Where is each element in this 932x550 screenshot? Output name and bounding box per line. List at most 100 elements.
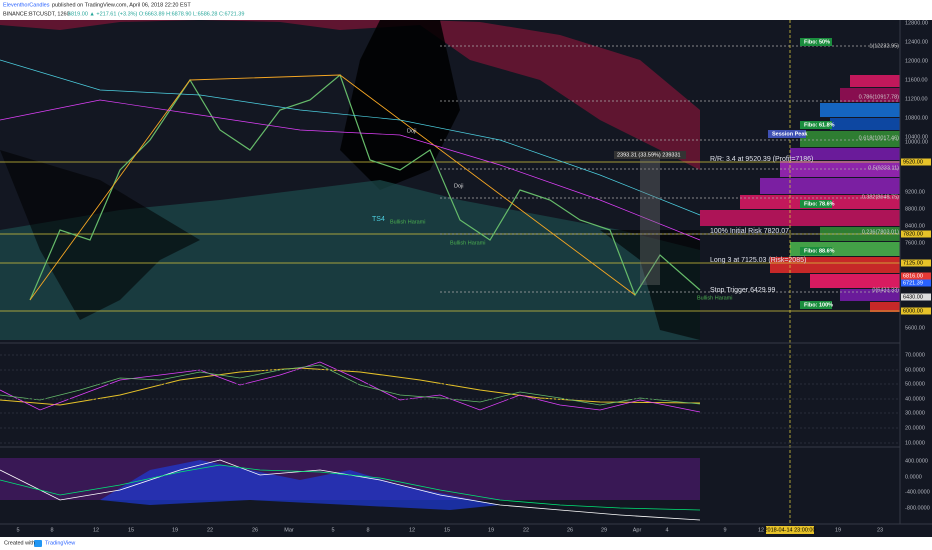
footer-brand: TradingView [45, 540, 75, 546]
cloud [0, 20, 700, 170]
price-tag: 6721.39 [903, 280, 923, 286]
price-label: 12000.00 [905, 58, 928, 64]
osc-label: 40.0000 [905, 396, 925, 402]
osc-label: 60.0000 [905, 367, 925, 373]
price-tag-bg [901, 293, 931, 301]
macd-label: -400.0000 [905, 489, 930, 495]
osc-line [0, 364, 701, 406]
price-tag-bg [901, 279, 931, 287]
volume-profile [700, 75, 900, 312]
fibo-box: Fibo: 61.8% [804, 122, 835, 128]
measure-box [640, 155, 660, 285]
price-tag-bg [901, 259, 931, 267]
time-label: 5 [331, 527, 334, 533]
pattern-label: TS4 [372, 216, 385, 223]
ma-line [0, 99, 701, 241]
time-label: Mar [284, 527, 294, 533]
time-label: 19 [172, 527, 178, 533]
time-label: 23 [877, 527, 883, 533]
time-cursor-bg [766, 526, 814, 534]
price-label: 10800.00 [905, 115, 928, 121]
ohlc: 6819.00 ▲ +217.61 (+3.3%) O:6663.89 H:68… [68, 11, 244, 17]
price-tag: 7820.00 [903, 231, 923, 237]
price-tag-bg [901, 272, 931, 280]
time-label: 26 [567, 527, 573, 533]
time-cursor: 2018-04-14 23:00:00 [764, 527, 815, 533]
fibo-box-bg [800, 247, 832, 255]
time-label: 12 [758, 527, 764, 533]
price-tag-bg [901, 307, 931, 315]
fib-label: 1(12232.95) [869, 43, 899, 49]
time-label: 8 [50, 527, 53, 533]
fib-label: 0.236(7803.01) [862, 229, 899, 235]
pattern-label: Doji [407, 128, 416, 134]
osc-label: 30.0000 [905, 410, 925, 416]
time-label: 15 [128, 527, 134, 533]
range-bg [614, 151, 686, 159]
price-tag: 6816.00 [903, 273, 923, 279]
osc-label: 70.0000 [905, 352, 925, 358]
macd-line [0, 459, 701, 521]
trade-label: Stop Trigger 6429.99 [710, 287, 775, 294]
price-label: 8800.00 [905, 206, 925, 212]
price-label: 10400.00 [905, 134, 928, 140]
price-tag: 9520.00 [903, 159, 923, 165]
logo [34, 540, 42, 547]
pattern-label: Bullish Harami [390, 219, 425, 225]
time-label: 22 [523, 527, 529, 533]
fibo-box: Fibo: 88.6% [804, 248, 835, 254]
session-peak-bg [768, 130, 806, 138]
price-tag: 6000.00 [903, 308, 923, 314]
fibo-box-bg [800, 38, 832, 46]
cloud [600, 230, 700, 340]
time-label: 26 [252, 527, 258, 533]
osc-label: 50.0000 [905, 381, 925, 387]
macd-label: 0.0000 [905, 474, 922, 480]
price-label: 11600.00 [905, 77, 928, 83]
time-label: 8 [366, 527, 369, 533]
macd-label: 400.0000 [905, 458, 928, 464]
time-label: 4 [665, 527, 668, 533]
macd-cloud [100, 460, 500, 510]
footer-bar [0, 537, 932, 550]
trade-label: R/R: 3.4 at 9520.39 (Profit=7186) [710, 156, 813, 163]
time-label: 15 [444, 527, 450, 533]
price-label: 7600.00 [905, 240, 925, 246]
pattern-label: Doji [454, 183, 463, 189]
cloud [0, 180, 700, 340]
fibo-box: Fibo: 78.6% [804, 201, 835, 207]
fib-label: 0.618(10017.46) [859, 135, 900, 141]
cloud [0, 150, 200, 320]
fibo-box-bg [800, 301, 832, 309]
osc-label: 20.0000 [905, 425, 925, 431]
price-line [29, 73, 701, 301]
trend-line [29, 74, 636, 301]
header-bar [0, 0, 932, 20]
price-tag-bg [901, 230, 931, 238]
fib-label: 0.5(9333.11) [868, 165, 899, 171]
fib-label: 0.786(10917.78) [859, 94, 900, 100]
fibo-box-bg [800, 121, 832, 129]
time-label: Apr [633, 527, 642, 533]
time-label: 29 [601, 527, 607, 533]
range-label: 2393.31 (33.59%) 239331 [617, 152, 681, 158]
osc-label: 10.0000 [905, 440, 925, 446]
time-label: 22 [207, 527, 213, 533]
fib-label: 0(6433.33) [872, 287, 899, 293]
macd-line [0, 464, 701, 511]
pattern-label: Bullish Harami [450, 240, 485, 246]
symbol: BINANCE:BTCUSDT, 1260 [3, 11, 70, 17]
session-peak: Session Peak [772, 131, 808, 137]
price-tag-bg [901, 158, 931, 166]
cloud [340, 20, 460, 190]
osc-line [0, 361, 701, 413]
trade-label: 100% Initial Risk 7820.07 [710, 228, 789, 235]
level-lines [0, 20, 900, 524]
trade-label: Long 3 at 7125.03 (Risk=2085) [710, 257, 806, 264]
price-label: 8400.00 [905, 223, 925, 229]
footer-text: Created with [4, 540, 35, 546]
price-label: 5600.00 [905, 325, 925, 331]
price-label: 11200.00 [905, 96, 928, 102]
author: EleventhorCandles [3, 2, 50, 8]
time-label: 19 [488, 527, 494, 533]
